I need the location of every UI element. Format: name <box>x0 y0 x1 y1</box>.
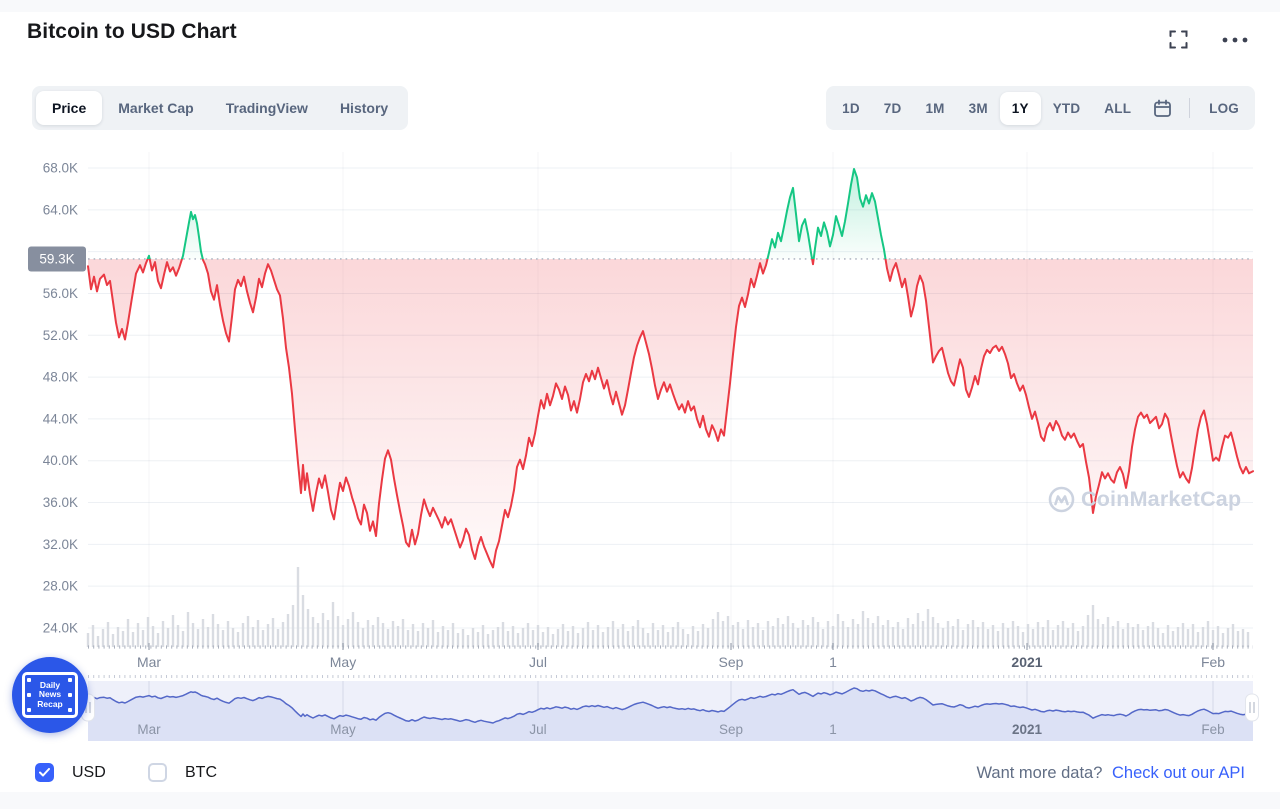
y-tick-label: 68.0K <box>43 161 78 176</box>
range-ytd-button[interactable]: YTD <box>1041 92 1093 125</box>
usd-checkbox[interactable] <box>35 763 54 782</box>
calendar-icon[interactable] <box>1143 90 1182 127</box>
log-scale-button[interactable]: LOG <box>1197 92 1251 125</box>
usd-label: USD <box>72 763 106 781</box>
api-promo: Want more data? Check out our API <box>976 764 1245 783</box>
x-tick-label: 2021 <box>1011 654 1042 670</box>
navigator-tick-label: Sep <box>719 722 743 737</box>
daily-news-recap-badge[interactable]: Daily News Recap <box>12 657 88 733</box>
range-1m-button[interactable]: 1M <box>913 92 956 125</box>
tab-market-cap[interactable]: Market Cap <box>102 91 209 125</box>
price-area-fill <box>88 169 1253 568</box>
range-3m-button[interactable]: 3M <box>957 92 1000 125</box>
range-7d-button[interactable]: 7D <box>872 92 914 125</box>
loss-area <box>88 258 1253 568</box>
navigator-tick-label: Mar <box>137 722 161 737</box>
tab-price[interactable]: Price <box>36 91 103 125</box>
x-tick-label: Jul <box>529 654 547 670</box>
btc-currency-toggle[interactable]: BTC <box>148 763 217 782</box>
range-1d-button[interactable]: 1D <box>830 92 872 125</box>
x-tick-label: May <box>330 654 356 670</box>
usd-currency-toggle[interactable]: USD <box>35 763 106 782</box>
footer-bar: USD BTC Want more data? Check out our AP… <box>0 755 1280 792</box>
y-tick-label: 28.0K <box>43 579 78 594</box>
btc-checkbox[interactable] <box>148 763 167 782</box>
check-icon <box>39 768 50 777</box>
price-chart[interactable]: 68.0K64.0K60.0K56.0K52.0K48.0K44.0K40.0K… <box>0 140 1280 745</box>
price-line-below <box>87 258 1254 569</box>
x-tick-label: Sep <box>719 654 744 670</box>
x-tick-label: Mar <box>137 654 161 670</box>
y-tick-label: 44.0K <box>43 411 78 426</box>
navigator-labels: Mar May Jul Sep 1 2021 Feb <box>137 722 1224 737</box>
divider <box>1189 98 1191 118</box>
price-line <box>87 168 1254 569</box>
volume-bars <box>86 567 1250 647</box>
y-tick-label: 40.0K <box>43 453 78 468</box>
header-actions <box>1169 30 1248 49</box>
api-link[interactable]: Check out our API <box>1112 764 1245 782</box>
y-tick-label: 52.0K <box>43 328 78 343</box>
y-tick-label: 32.0K <box>43 537 78 552</box>
y-axis-labels: 68.0K64.0K60.0K56.0K52.0K48.0K44.0K40.0K… <box>43 161 78 636</box>
navigator[interactable]: Mar May Jul Sep 1 2021 Feb <box>81 675 1259 742</box>
navigator-tick-label: 2021 <box>1012 722 1043 737</box>
x-tick-label: Feb <box>1201 654 1225 670</box>
api-promo-text: Want more data? <box>976 764 1103 782</box>
x-axis-labels: Mar May Jul Sep 1 2021 Feb <box>137 643 1225 670</box>
navigator-right-handle[interactable] <box>1245 693 1259 722</box>
range-all-button[interactable]: ALL <box>1092 92 1143 125</box>
tab-history[interactable]: History <box>324 91 404 125</box>
tab-tradingview[interactable]: TradingView <box>210 91 324 125</box>
bottom-page-strip <box>0 792 1280 809</box>
page-title: Bitcoin to USD Chart <box>27 20 237 43</box>
time-range-selector: 1D 7D 1M 3M 1Y YTD ALL LOG <box>826 86 1255 130</box>
fullscreen-icon[interactable] <box>1169 30 1188 49</box>
y-tick-label: 56.0K <box>43 286 78 301</box>
btc-label: BTC <box>185 763 217 781</box>
y-tick-label: 24.0K <box>43 621 78 636</box>
y-tick-label: 48.0K <box>43 370 78 385</box>
range-1y-button[interactable]: 1Y <box>999 91 1041 125</box>
current-price-badge: 59.3K <box>28 246 86 272</box>
y-tick-label: 36.0K <box>43 495 78 510</box>
more-options-icon[interactable] <box>1222 37 1248 43</box>
y-tick-label: 64.0K <box>43 202 78 217</box>
current-price-label: 59.3K <box>39 251 74 266</box>
navigator-tick-label: Feb <box>1201 722 1224 737</box>
navigator-tick-label: 1 <box>829 722 837 737</box>
navigator-area <box>88 688 1253 741</box>
x-tick-label: 1 <box>829 654 837 670</box>
navigator-tick-label: May <box>330 722 356 737</box>
navigator-tick-label: Jul <box>529 722 546 737</box>
film-strip-icon: Daily News Recap <box>22 672 78 718</box>
navigator-line <box>87 687 1254 724</box>
top-page-strip <box>0 0 1280 12</box>
chart-type-tabs: Price Market Cap TradingView History <box>32 86 409 130</box>
